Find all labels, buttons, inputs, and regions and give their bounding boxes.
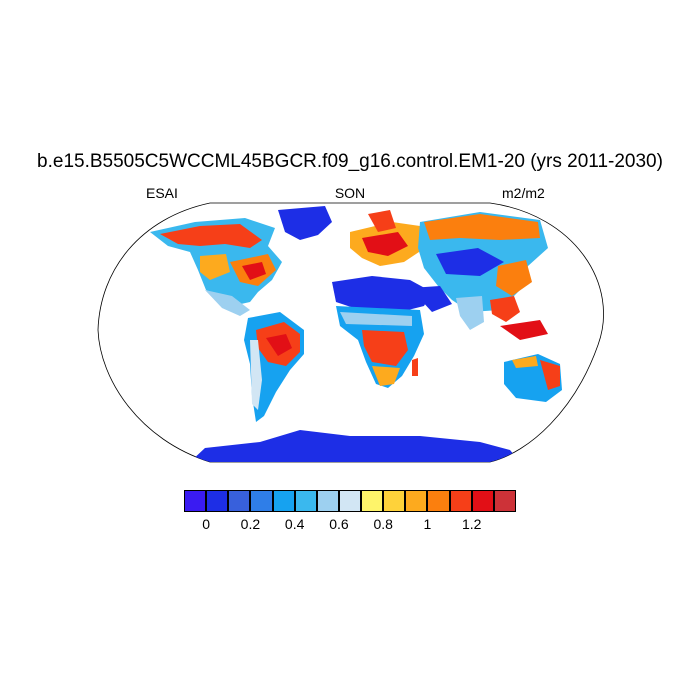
colorbar-swatch — [427, 490, 450, 512]
colorbar-swatch — [493, 490, 516, 512]
greenland-region — [278, 206, 332, 240]
colorbar-swatch — [184, 490, 207, 512]
plot-title: b.e15.B5505C5WCCML45BGCR.f09_g16.control… — [37, 151, 663, 172]
colorbar-tick-label: 0.4 — [284, 516, 305, 532]
colorbar-swatch — [405, 490, 428, 512]
variable-label: ESAI — [146, 185, 178, 201]
amazon-core — [266, 334, 292, 356]
new-zealand-region — [578, 394, 588, 410]
southern-africa-region — [372, 366, 400, 386]
central-africa-region — [362, 330, 408, 366]
colorbar-swatch — [361, 490, 384, 512]
units-label: m2/m2 — [502, 185, 545, 201]
colorbar-swatch — [206, 490, 229, 512]
colorbar-swatch — [316, 490, 339, 512]
colorbar-tick-label: 1 — [423, 516, 432, 532]
indonesia-region — [500, 320, 548, 340]
mexico-region — [205, 290, 250, 316]
colorbar-tick-label: 1.2 — [461, 516, 482, 532]
sahara-region — [332, 276, 432, 312]
central-asia-region — [436, 248, 504, 276]
colorbar-swatch — [449, 490, 472, 512]
colorbar-tick-label: 0.6 — [329, 516, 349, 532]
andes-region — [250, 340, 262, 410]
colorbar-tick-label: 0 — [202, 516, 211, 532]
australia-east-region — [540, 360, 560, 390]
sahel-region — [340, 312, 412, 326]
europe-core — [362, 232, 408, 256]
arabia-region — [410, 286, 452, 312]
australia-north-region — [512, 356, 538, 368]
north-america-boreal-region — [160, 224, 262, 248]
siberia-region — [424, 214, 540, 240]
colorbar-swatch — [471, 490, 494, 512]
colorbar-swatch — [338, 490, 362, 512]
colorbar-swatch — [250, 490, 273, 512]
colorbar-swatch — [228, 490, 251, 512]
colorbar-swatch — [294, 490, 317, 512]
season-label: SON — [334, 185, 366, 201]
north-america-east-core — [242, 262, 266, 280]
north-america-plains — [200, 254, 230, 280]
india-region — [456, 296, 484, 330]
scandinavia-region — [368, 210, 396, 232]
colorbar-tick-label: 0.8 — [373, 516, 393, 532]
antarctica-region — [190, 430, 520, 462]
madagascar-region — [412, 358, 418, 376]
colorbar — [184, 490, 516, 512]
southeast-asia-region — [490, 296, 520, 322]
colorbar-swatch — [272, 490, 295, 512]
colorbar-tick-label: 0.2 — [240, 516, 261, 532]
colorbar-swatch — [383, 490, 406, 512]
east-asia-region — [496, 260, 532, 296]
